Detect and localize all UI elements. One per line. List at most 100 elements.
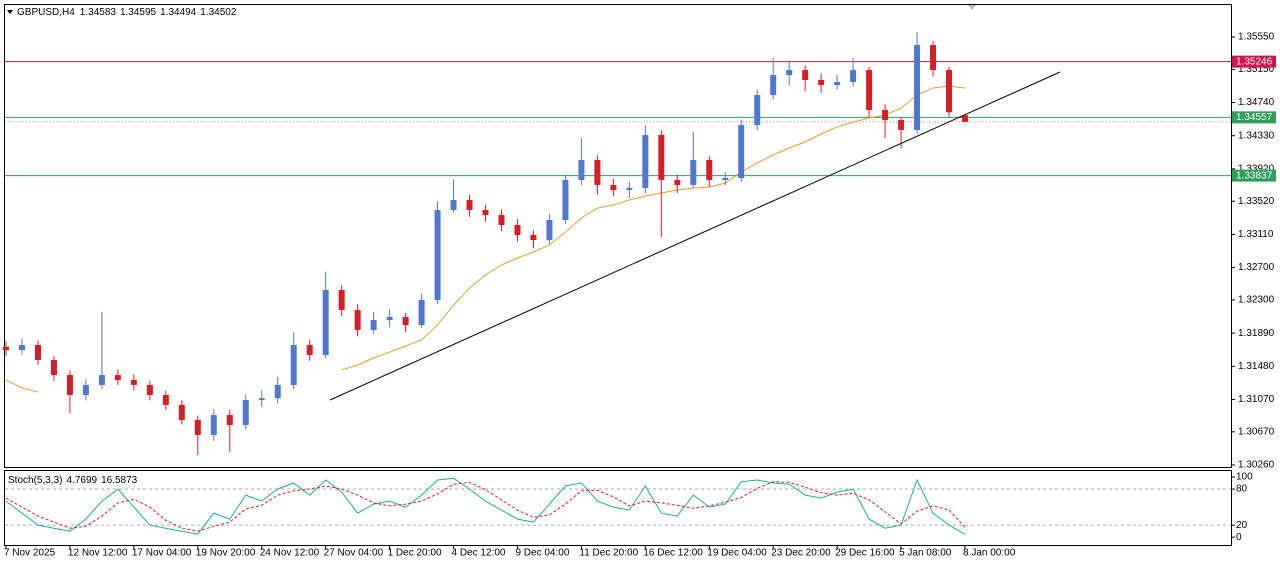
y-tick-label: 1.30260: [1238, 460, 1275, 471]
x-tick-label: 24 Nov 12:00: [260, 548, 320, 559]
candle-body: [402, 316, 409, 326]
candle-body: [850, 70, 857, 83]
x-tick-label: 12 Nov 12:00: [68, 548, 128, 559]
x-tick-label: 5 Jan 08:00: [899, 548, 952, 559]
candle-body: [178, 404, 185, 420]
candle-body: [562, 179, 569, 221]
y-tick-label: 1.32300: [1238, 295, 1275, 306]
indicator-line: [5, 85, 966, 393]
plot-layer: [3, 32, 1235, 549]
signal-value: 16.5873: [101, 475, 138, 486]
candle-body: [306, 345, 313, 355]
x-tick-label: 23 Dec 20:00: [771, 548, 831, 559]
candle-body: [226, 414, 233, 426]
candle-body: [690, 159, 697, 185]
candle-body: [914, 45, 921, 130]
low-value: 1.34494: [160, 7, 197, 18]
main-value: 4.7699: [66, 475, 97, 486]
candle-body: [818, 79, 825, 86]
y-tick-label: 1.33110: [1238, 229, 1274, 240]
x-tick-label: 19 Dec 04:00: [707, 548, 767, 559]
candle-body: [962, 115, 968, 122]
y-tick-label: 1.33920: [1238, 164, 1275, 175]
candle-body: [82, 384, 89, 396]
x-tick-label: 27 Nov 04:00: [324, 548, 384, 559]
candle-body: [610, 184, 617, 191]
candle-body: [802, 70, 809, 80]
candle-body: [66, 375, 73, 396]
candle-body: [930, 45, 937, 71]
indicator-line: [5, 481, 966, 532]
y-tick-label: 1.34330: [1238, 130, 1275, 141]
candle-body: [546, 220, 553, 241]
shift-marker: [968, 5, 976, 10]
candle-body: [882, 110, 889, 121]
x-tick-label: 1 Dec 20:00: [388, 548, 442, 559]
candle-body: [130, 379, 137, 385]
price-panel: [4, 4, 1232, 468]
candle-body: [194, 419, 201, 435]
candle-body: [258, 398, 265, 401]
candle-body: [738, 125, 745, 179]
candle-body: [674, 179, 681, 185]
candle-body: [210, 414, 217, 435]
y-tick-label: 100: [1236, 472, 1253, 483]
candle-body: [514, 225, 521, 235]
level-label: 1.34557: [1236, 112, 1273, 123]
x-tick-label: 9 Dec 04:00: [515, 548, 569, 559]
candle-body: [338, 289, 345, 310]
indicator-line: [5, 477, 966, 535]
candle-body: [290, 345, 297, 385]
candle-body: [242, 400, 249, 426]
label-layer: 1.35550 1.35150 1.34740 1.34330 1.33920 1.335…: [4, 32, 1276, 559]
candle-body: [898, 120, 905, 130]
x-tick-label: 17 Nov 04:00: [132, 548, 192, 559]
candle-body: [114, 375, 121, 380]
candle-body: [594, 159, 601, 185]
y-tick-label: 1.31890: [1238, 328, 1275, 339]
candle-body: [482, 209, 489, 216]
y-tick-label: 1.34740: [1238, 97, 1275, 108]
candle-body: [146, 384, 153, 396]
menu-arrow[interactable]: [7, 10, 13, 14]
candle-body: [578, 159, 585, 180]
candle-body: [498, 215, 505, 226]
candle-body: [786, 70, 793, 76]
y-tick-label: 1.35550: [1238, 32, 1275, 43]
candle-body: [98, 375, 105, 385]
candle-body: [50, 359, 57, 376]
candle-body: [770, 75, 777, 96]
level-label-box: [1232, 169, 1276, 182]
candle-body: [754, 95, 761, 126]
symbol: GBPUSD,H4: [17, 7, 75, 18]
high-value: 1.34595: [120, 7, 157, 18]
candle-body: [642, 135, 649, 188]
level-label: 1.33837: [1236, 170, 1273, 181]
candle-body: [450, 200, 457, 210]
candle-body: [834, 82, 841, 86]
candle-body: [658, 135, 665, 180]
x-tick-label: 11 Dec 20:00: [579, 548, 638, 559]
level-label-box: [1232, 55, 1276, 68]
candle-body: [162, 395, 169, 405]
x-tick-label: 8 Jan 00:00: [963, 548, 1016, 559]
x-tick-label: 19 Nov 20:00: [196, 548, 256, 559]
close-value: 1.34502: [200, 7, 237, 18]
candle-body: [466, 200, 473, 210]
y-tick-label: 80: [1236, 484, 1248, 495]
candle-body: [18, 345, 25, 351]
indicator-name: Stoch(5,3,3): [8, 475, 62, 486]
y-tick-label: 1.35150: [1238, 64, 1275, 75]
candle-body: [434, 209, 441, 301]
candle-body: [946, 70, 953, 113]
candle-body: [322, 289, 329, 355]
candle-body: [354, 309, 361, 330]
candle-body: [626, 187, 633, 191]
candle-body: [274, 384, 281, 399]
y-tick-label: 1.30670: [1238, 426, 1275, 437]
x-tick-label: 4 Dec 12:00: [452, 548, 506, 559]
chart-header: GBPUSD,H4 1.34583 1.34595 1.34494 1.34502: [17, 7, 237, 18]
y-tick-label: 20: [1236, 520, 1248, 531]
candle-body: [370, 320, 377, 330]
